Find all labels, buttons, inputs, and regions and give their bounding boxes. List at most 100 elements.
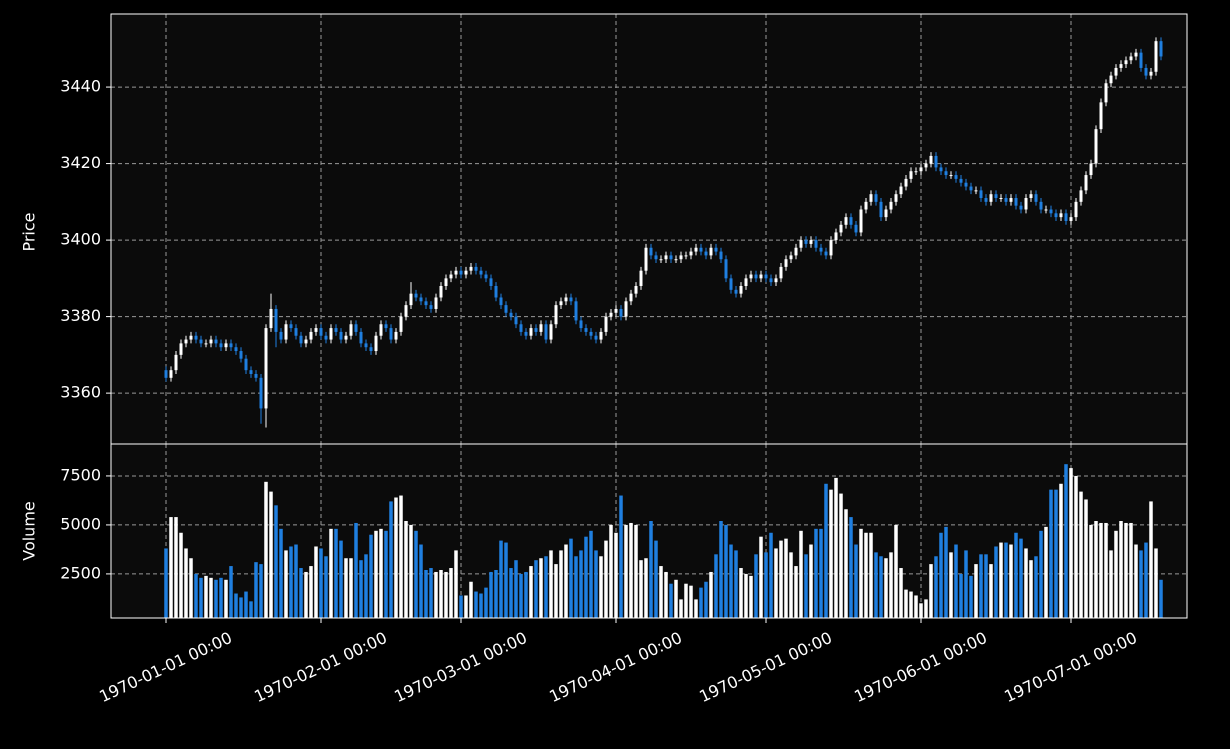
candle-body [499,297,503,306]
volume-bar [1104,522,1108,618]
volume-bar [934,556,938,618]
volume-bar [239,597,243,618]
volume-bar [664,571,668,618]
candle-body [544,324,548,340]
volume-bar [1024,548,1028,618]
candle-body [1104,83,1108,103]
candle-body [244,358,248,371]
candle-body [849,217,853,225]
volume-bar [1099,522,1103,618]
candle-body [644,247,648,271]
candle-body [1014,198,1018,206]
candle-body [859,209,863,233]
candle-body [934,155,938,168]
candle-body [769,278,773,283]
candle-body [374,335,378,352]
volume-bar [689,585,693,618]
volume-bar [369,534,373,618]
volume-bar [429,568,433,618]
volume-bar [304,571,308,618]
volume-bar [449,568,453,618]
volume-bar [354,522,358,618]
candle-body [609,312,613,317]
volume-bar [444,571,448,618]
volume-bar [739,568,743,618]
candle-body [204,343,208,345]
candle-body [519,324,523,332]
volume-bar [1109,550,1113,618]
volume-bar [714,554,718,618]
volume-bar [1154,548,1158,618]
volume-bar [409,524,413,618]
candle-body [1039,201,1043,210]
price-axis-label: Price [20,212,39,251]
candle-body [754,274,758,279]
candle-body [874,194,878,202]
volume-bar [649,521,653,618]
volume-bar [584,536,588,618]
candle-body [349,324,353,336]
candle-body [694,247,698,252]
volume-bar [489,571,493,618]
volume-bar [1019,538,1023,618]
volume-bar [784,538,788,618]
volume-bar [494,569,498,618]
candle-body [454,270,458,275]
volume-bar [1059,483,1063,618]
volume-bar [334,528,338,618]
candle-body [669,255,673,260]
candle-body [469,266,473,271]
candle-body [1074,201,1078,218]
volume-bar [824,483,828,618]
candle-body [909,171,913,179]
candle-body [524,331,528,336]
volume-bar [1009,544,1013,618]
volume-bar [1004,542,1008,618]
candle-body [944,171,948,176]
candle-body [434,297,438,309]
candle-body [594,335,598,340]
candle-body [674,259,678,261]
candle-body [994,194,998,199]
volume-bar [544,556,548,618]
volume-bar [694,599,698,618]
candle-body [959,178,963,183]
volume-bar [279,528,283,618]
volume-bar [359,560,363,618]
candle-body [989,194,993,202]
volume-bar [189,558,193,618]
candle-body [319,328,323,336]
candle-body [1154,41,1158,72]
volume-bar [814,528,818,618]
candle-body [339,331,343,340]
volume-bar [804,554,808,618]
volume-bar [1049,489,1053,618]
candle-body [964,182,968,187]
candle-body [439,286,443,298]
volume-bar [614,532,618,618]
candle-body [409,293,413,306]
volume-bar [699,587,703,618]
volume-bar [1094,521,1098,618]
volume-bar [944,526,948,618]
volume-bar [629,522,633,618]
candle-body [794,247,798,256]
volume-bar [169,517,173,618]
candle-body [379,324,383,336]
price-panel [111,14,1187,444]
candle-body [169,370,173,378]
candle-body [559,301,563,306]
volume-bar [984,554,988,618]
volume-bar [864,532,868,618]
volume-bar [284,550,288,618]
candle-body [764,274,768,279]
volume-bar [899,568,903,618]
volume-bar [989,564,993,618]
candle-body [654,255,658,260]
candle-body [824,251,828,256]
volume-bar [769,532,773,618]
volume-bar [464,595,468,618]
candle-body [514,316,518,325]
volume-bar [294,544,298,618]
volume-bar [344,558,348,618]
